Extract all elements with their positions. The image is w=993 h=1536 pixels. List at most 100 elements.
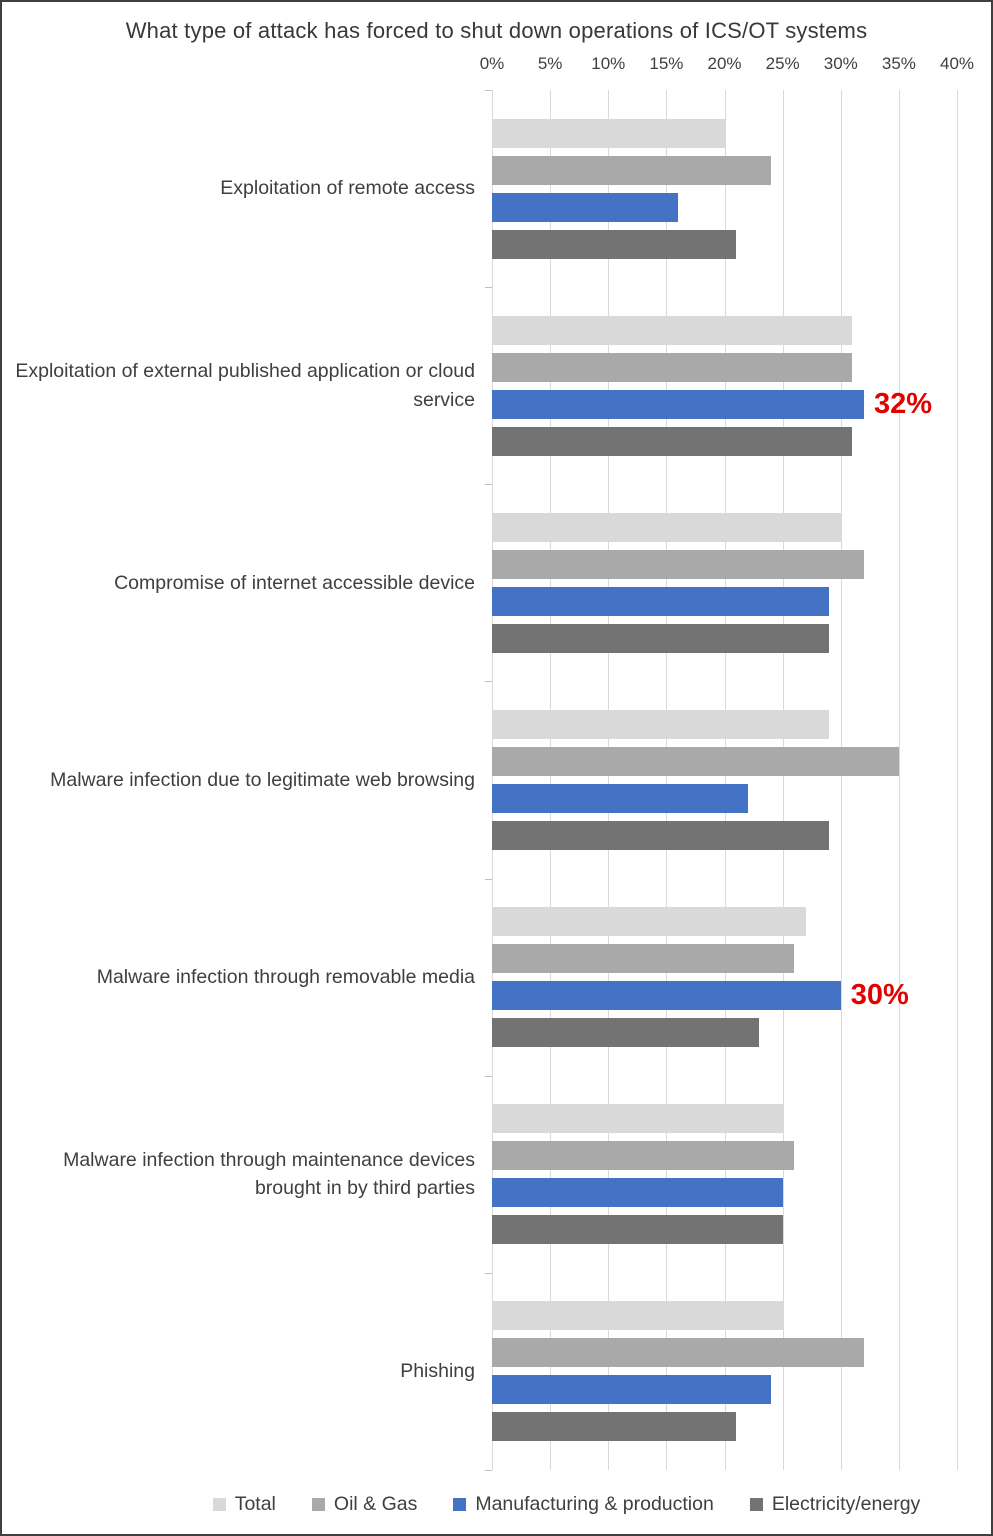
bar-line [492,118,957,148]
bar-manufacturing-production [492,783,748,813]
bar-line [492,1375,957,1405]
x-axis: 0% 5% 10% 15% 20% 25% 30% 35% 40% [480,54,974,76]
bar-manufacturing-production [492,389,864,419]
category-axis-tick [485,878,492,880]
bar-line [492,1338,957,1368]
legend-swatch [749,1498,763,1511]
bar-line [492,907,957,937]
legend-swatch [212,1498,226,1511]
category-bars: 30% [492,879,957,1076]
bar-line [492,623,957,653]
x-axis-tick: 30% [823,54,858,73]
category-label: Compromise of internet accessible device [114,571,475,594]
bar-electricity-energy [492,426,853,456]
bar-manufacturing-production [492,586,830,616]
bar-total [492,1104,783,1134]
legend-swatch [311,1498,325,1511]
bar-line [492,944,957,974]
chart-title: What type of attack has forced to shut d… [125,18,868,43]
category-group: Exploitation of external published appli… [2,287,957,484]
legend-label: Oil & Gas [333,1493,418,1515]
bar-oil-gas [492,155,771,185]
x-axis-tick: 0% [479,54,505,73]
bar-oil-gas [492,549,864,579]
category-bars [492,1273,957,1470]
x-axis-tick: 35% [881,54,916,73]
bar-value-label: 32% [874,387,933,420]
category-group: Malware infection through maintenance de… [2,1076,957,1273]
legend-item: Manufacturing & production [453,1493,714,1516]
category-label: Phishing [400,1360,475,1383]
x-axis-tick: 40% [939,54,975,73]
bar-oil-gas [492,944,795,974]
category-axis-tick [485,1272,492,1274]
category-bars [492,681,957,878]
gridline [898,90,900,1470]
category-group: Exploitation of remote access [2,90,957,287]
legend-swatch [453,1498,467,1511]
category-label: Malware infection through maintenance de… [63,1149,475,1200]
category-group: Malware infection through removable medi… [2,879,957,1076]
legend-item: Electricity/energy [749,1493,921,1516]
category-group: Compromise of internet accessible device [2,484,957,681]
bar-value-label: 30% [850,979,909,1012]
category-axis-tick [485,1470,492,1471]
bar-manufacturing-production [492,1178,783,1208]
gridline [666,90,668,1470]
gridline [782,90,784,1470]
category-bars [492,484,957,681]
bar-line [492,1412,957,1442]
bar-electricity-energy [492,1412,737,1442]
category-axis-tick [485,90,492,91]
legend-label: Manufacturing & production [475,1493,714,1515]
bar-line: 32% [492,387,957,420]
bar-line [492,1215,957,1245]
bar-line [492,1178,957,1208]
bar-line [492,512,957,542]
category-axis-tick [485,287,492,289]
bar-electricity-energy [492,1215,783,1245]
category-group: Phishing [2,1273,957,1470]
bar-line [492,1104,957,1134]
bar-line [492,746,957,776]
bar-line [492,709,957,739]
bar-total [492,315,853,345]
legend-label: Electricity/energy [771,1493,921,1515]
bar-line [492,549,957,579]
category-axis-tick [485,681,492,683]
category-bars [492,90,957,287]
bar-line [492,315,957,345]
category-group: Malware infection due to legitimate web … [2,681,957,878]
grid-layer [485,90,958,1471]
bar-manufacturing-production [492,981,841,1011]
x-axis-tick: 20% [707,54,742,73]
x-axis-tick: 5% [537,54,563,73]
bar-line [492,229,957,259]
bar-line [492,192,957,222]
bar-total [492,512,841,542]
bar-oil-gas [492,1141,795,1171]
bar-total [492,118,725,148]
bar-manufacturing-production [492,192,678,222]
bar-total [492,907,806,937]
gridline [608,90,610,1470]
category-axis-tick [485,1075,492,1077]
legend-item: Oil & Gas [311,1493,418,1516]
legend: Total Oil & Gas Manufacturing & production… [2,1493,991,1516]
bar-line [492,352,957,382]
category-bars: 32% [492,287,957,484]
category-bars [492,1076,957,1273]
gridline [957,90,958,1470]
bar-electricity-energy [492,820,830,850]
legend-label: Total [234,1493,276,1515]
gridline [840,90,842,1470]
x-axis-tick: 10% [591,54,626,73]
chart-rows: Exploitation of remote access Exploitatio… [2,90,957,1470]
bar-line [492,783,957,813]
bar-electricity-energy [492,1018,760,1048]
bar-line [492,820,957,850]
bar-line [492,1301,957,1331]
category-label: Malware infection through removable medi… [96,966,475,988]
bar-line: 30% [492,979,957,1012]
